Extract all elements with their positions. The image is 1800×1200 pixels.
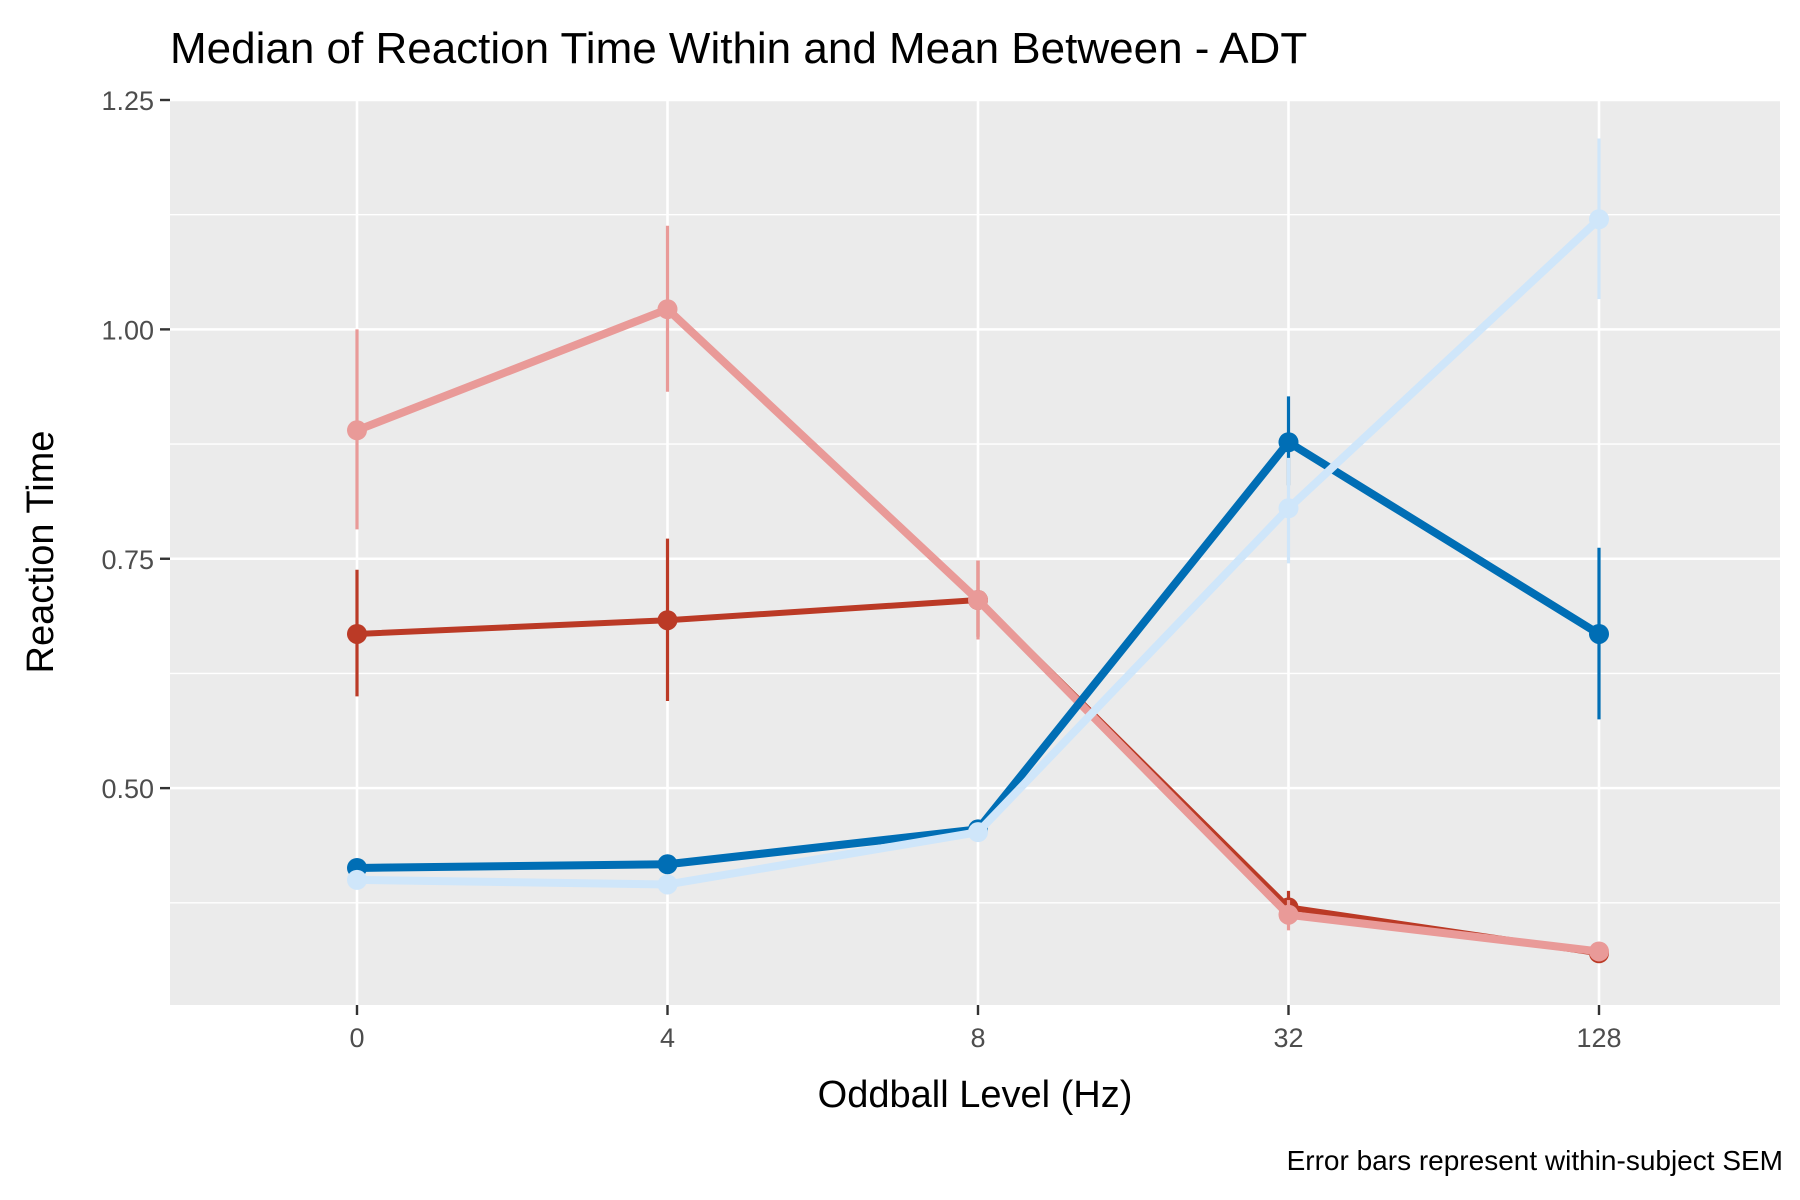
caption: Error bars represent within-subject SEM: [1287, 1145, 1783, 1176]
data-point: [968, 822, 988, 843]
data-point: [657, 874, 678, 895]
x-tick-label: 32: [1273, 1023, 1303, 1053]
data-point: [1278, 904, 1299, 925]
chart-title: Median of Reaction Time Within and Mean …: [170, 24, 1307, 73]
data-point: [1589, 623, 1609, 644]
y-tick-label: 0.75: [101, 545, 154, 575]
axes: 0.50 0.75 1.00 1.25 0 4 8 32 128: [101, 86, 1621, 1053]
data-point: [347, 869, 367, 890]
series-4: [347, 138, 1609, 895]
x-tick-label: 128: [1576, 1023, 1621, 1053]
x-tick-label: 0: [349, 1023, 364, 1053]
data-point: [1589, 941, 1609, 962]
data-point: [1589, 209, 1609, 230]
x-tick-label: 4: [660, 1023, 675, 1053]
data-point: [968, 590, 988, 611]
series-2: [347, 225, 1609, 962]
series-layer: [347, 138, 1609, 964]
plot-panel: [170, 100, 1780, 1005]
data-point: [347, 420, 367, 441]
data-point: [347, 623, 367, 644]
data-point: [1278, 498, 1299, 519]
y-tick-label: 1.00: [101, 315, 154, 345]
data-point: [657, 610, 678, 631]
x-axis-title: Oddball Level (Hz): [818, 1074, 1133, 1116]
data-point: [657, 299, 678, 320]
y-axis-title: Reaction Time: [20, 431, 62, 674]
data-point: [1278, 432, 1299, 453]
y-tick-label: 1.25: [101, 86, 154, 116]
y-tick-label: 0.50: [101, 774, 154, 804]
data-point: [657, 854, 678, 875]
x-tick-label: 8: [970, 1023, 985, 1053]
